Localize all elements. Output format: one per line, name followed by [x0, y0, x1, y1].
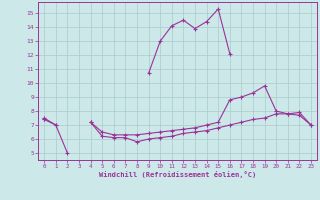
X-axis label: Windchill (Refroidissement éolien,°C): Windchill (Refroidissement éolien,°C) [99, 171, 256, 178]
